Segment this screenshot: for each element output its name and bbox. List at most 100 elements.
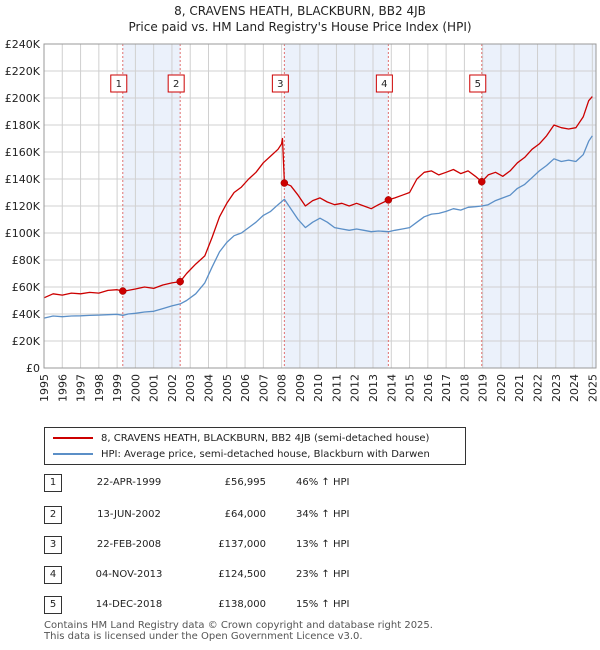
- x-tick-label: 2000: [129, 374, 142, 402]
- x-tick-label: 2009: [294, 374, 307, 402]
- transaction-number: 1: [44, 474, 62, 492]
- sale-marker-label: 3: [277, 79, 283, 90]
- x-tick-label: 2017: [440, 374, 453, 402]
- sale-point: [280, 179, 289, 187]
- x-tick-label: 2023: [550, 374, 563, 402]
- footer-attribution: Contains HM Land Registry data © Crown c…: [44, 620, 433, 642]
- x-tick-label: 2013: [367, 374, 380, 402]
- transaction-row: 1 22-APR-1999 £56,995 46% ↑ HPI: [44, 474, 444, 492]
- transaction-price: £56,995: [224, 477, 266, 488]
- transaction-number: 3: [44, 536, 62, 554]
- x-axis-ticks: 1995 1996 1997 1998 1999 2000 2001 2002 2003 2004…: [38, 374, 599, 402]
- legend-swatch-property: [53, 437, 93, 439]
- x-tick-label: 2012: [349, 374, 362, 402]
- footer-licence: This data is licensed under the Open Gov…: [44, 631, 363, 642]
- x-tick-label: 2016: [422, 374, 435, 402]
- x-tick-label: 2024: [568, 374, 581, 402]
- x-tick-label: 1996: [56, 374, 69, 402]
- transaction-row: 2 13-JUN-2002 £64,000 34% ↑ HPI: [44, 506, 444, 524]
- transaction-row: 3 22-FEB-2008 £137,000 13% ↑ HPI: [44, 536, 444, 554]
- plot-frame: [43, 43, 597, 369]
- x-tick-label: 2001: [148, 374, 161, 402]
- y-tick-label: £60K: [12, 281, 41, 294]
- series-line: [43, 96, 593, 299]
- x-tick-label: 2004: [203, 374, 216, 402]
- sale-marker-box: [469, 74, 487, 93]
- y-tick-label: £40K: [12, 308, 41, 321]
- sale-point: [478, 177, 486, 186]
- x-tick-label: 2006: [239, 374, 252, 402]
- transaction-date: 04-NOV-2013: [95, 569, 163, 580]
- sale-marker-box: [375, 74, 393, 93]
- sale-marker-label: 5: [475, 79, 481, 90]
- transaction-hpi: 23% ↑ HPI: [296, 569, 350, 580]
- x-tick-label: 2025: [586, 374, 599, 402]
- x-tick-label: 2015: [404, 374, 417, 402]
- y-tick-label: £120K: [5, 200, 41, 213]
- footer-copyright: Contains HM Land Registry data © Crown c…: [44, 620, 433, 631]
- transaction-number: 4: [44, 566, 62, 584]
- y-axis-ticks: £0 £20K £40K £60K £80K £100K £120K £140K £160K £1…: [5, 38, 41, 375]
- legend-entry-property: 8, CRAVENS HEATH, BLACKBURN, BB2 4JB (se…: [53, 431, 429, 445]
- transaction-price: £124,500: [218, 569, 266, 580]
- transaction-number: 5: [44, 596, 62, 614]
- x-tick-label: 2002: [166, 374, 179, 402]
- y-tick-label: £100K: [5, 227, 41, 240]
- sale-marker-box: [167, 74, 185, 93]
- chart-subtitle: Price paid vs. HM Land Registry's House …: [128, 20, 471, 34]
- x-tick-label: 2022: [532, 374, 545, 402]
- transaction-date: 22-FEB-2008: [96, 539, 162, 550]
- sale-number-markers: 1 2 3 4 5: [110, 74, 487, 93]
- x-tick-label: 2020: [495, 374, 508, 402]
- sale-marker-label: 1: [116, 79, 122, 90]
- sale-point: [119, 287, 127, 295]
- x-tick-label: 2019: [477, 374, 490, 402]
- transaction-row: 4 04-NOV-2013 £124,500 23% ↑ HPI: [44, 566, 444, 584]
- chart-series: [43, 96, 593, 319]
- legend-swatch-hpi: [53, 453, 93, 455]
- x-tick-label: 1997: [75, 374, 88, 402]
- transaction-date: 13-JUN-2002: [97, 509, 161, 520]
- transaction-hpi: 34% ↑ HPI: [296, 509, 350, 520]
- y-tick-label: £140K: [5, 173, 41, 186]
- transaction-price: £137,000: [218, 539, 266, 550]
- x-tick-label: 2014: [385, 374, 398, 402]
- sale-marker-label: 2: [173, 79, 179, 90]
- sale-point: [384, 196, 393, 204]
- sale-marker-box: [110, 74, 128, 93]
- transaction-hpi: 46% ↑ HPI: [296, 477, 350, 488]
- x-tick-label: 1995: [38, 374, 51, 402]
- sale-points: [119, 177, 486, 295]
- transaction-hpi: 15% ↑ HPI: [296, 599, 350, 610]
- x-tick-label: 2008: [276, 374, 289, 402]
- transaction-number: 2: [44, 506, 62, 524]
- price-chart: 8, CRAVENS HEATH, BLACKBURN, BB2 4JB Pri…: [5, 4, 600, 402]
- series-line: [43, 135, 593, 319]
- y-tick-label: £80K: [12, 254, 41, 267]
- x-tick-label: 1998: [93, 374, 106, 402]
- chart-title: 8, CRAVENS HEATH, BLACKBURN, BB2 4JB: [174, 4, 426, 18]
- y-tick-label: £240K: [5, 38, 41, 51]
- x-tick-label: 2010: [312, 374, 325, 402]
- sale-point: [176, 277, 184, 286]
- transaction-hpi: 13% ↑ HPI: [296, 539, 350, 550]
- y-tick-label: £180K: [5, 119, 41, 132]
- y-tick-label: £200K: [5, 92, 41, 105]
- transaction-date: 14-DEC-2018: [95, 599, 163, 610]
- transaction-price: £138,000: [218, 599, 266, 610]
- sale-marker-label: 4: [381, 79, 387, 90]
- transaction-date: 22-APR-1999: [96, 477, 162, 488]
- y-tick-label: £20K: [12, 335, 41, 348]
- legend-entry-hpi: HPI: Average price, semi-detached house,…: [53, 447, 430, 461]
- sale-marker-box: [271, 74, 289, 93]
- x-tick-label: 2021: [513, 374, 526, 402]
- x-tick-label: 2007: [257, 374, 270, 402]
- legend-label-property: 8, CRAVENS HEATH, BLACKBURN, BB2 4JB (se…: [101, 432, 430, 444]
- legend-label-hpi: HPI: Average price, semi-detached house,…: [101, 448, 430, 460]
- y-tick-label: £220K: [5, 65, 41, 78]
- transaction-row: 5 14-DEC-2018 £138,000 15% ↑ HPI: [44, 596, 444, 614]
- x-tick-label: 1999: [111, 374, 124, 402]
- y-tick-label: £0: [26, 362, 40, 375]
- y-tick-label: £160K: [5, 146, 41, 159]
- x-tick-label: 2005: [221, 374, 234, 402]
